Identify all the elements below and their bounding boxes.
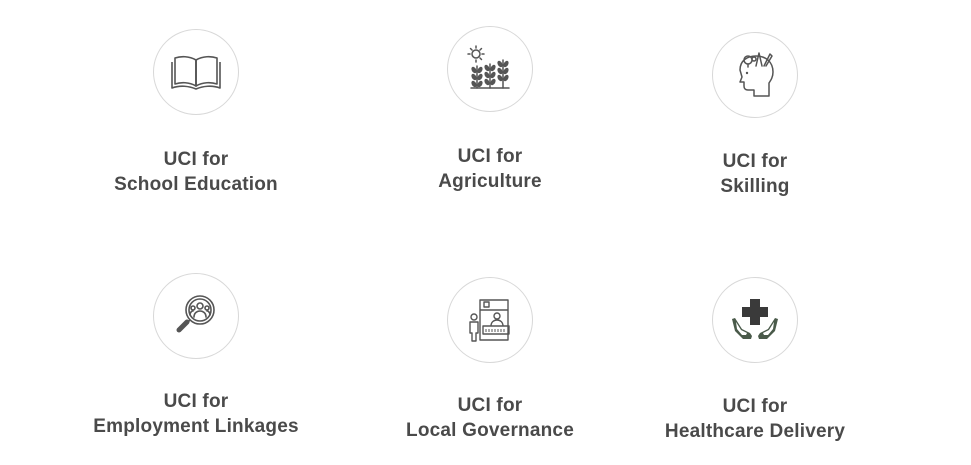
head-ideas-icon bbox=[739, 52, 774, 97]
magnifier-people-icon bbox=[176, 295, 215, 333]
open-book-icon bbox=[171, 55, 221, 90]
label-line-2: School Education bbox=[114, 174, 278, 195]
icon-circle bbox=[447, 26, 533, 112]
label-line-2: Healthcare Delivery bbox=[664, 421, 846, 442]
label-line-1: UCI for bbox=[722, 151, 788, 172]
icon-circle bbox=[712, 32, 798, 118]
service-desk-icon bbox=[469, 299, 510, 342]
crops-sun-icon bbox=[467, 45, 510, 89]
icon-circle bbox=[712, 277, 798, 363]
label-line-1: UCI for bbox=[163, 391, 229, 412]
label-line-2: Employment Linkages bbox=[93, 416, 299, 437]
card-label: UCI for School Education bbox=[46, 147, 346, 197]
label-line-1: UCI for bbox=[722, 396, 788, 417]
card-label: UCI for Agriculture bbox=[340, 144, 640, 194]
label-line-2: Agriculture bbox=[438, 171, 542, 192]
card-label: UCI for Employment Linkages bbox=[46, 389, 346, 439]
card-label: UCI for Local Governance bbox=[340, 393, 640, 443]
icon-circle bbox=[447, 277, 533, 363]
label-line-1: UCI for bbox=[163, 149, 229, 170]
label-line-1: UCI for bbox=[457, 395, 523, 416]
label-line-2: Skilling bbox=[720, 176, 790, 197]
label-line-1: UCI for bbox=[457, 146, 523, 167]
card-label: UCI for Healthcare Delivery bbox=[605, 394, 905, 444]
card-label: UCI for Skilling bbox=[605, 149, 905, 199]
icon-circle bbox=[153, 29, 239, 115]
icon-circle bbox=[153, 273, 239, 359]
hands-medical-cross-icon bbox=[732, 299, 778, 339]
label-line-2: Local Governance bbox=[406, 420, 574, 441]
